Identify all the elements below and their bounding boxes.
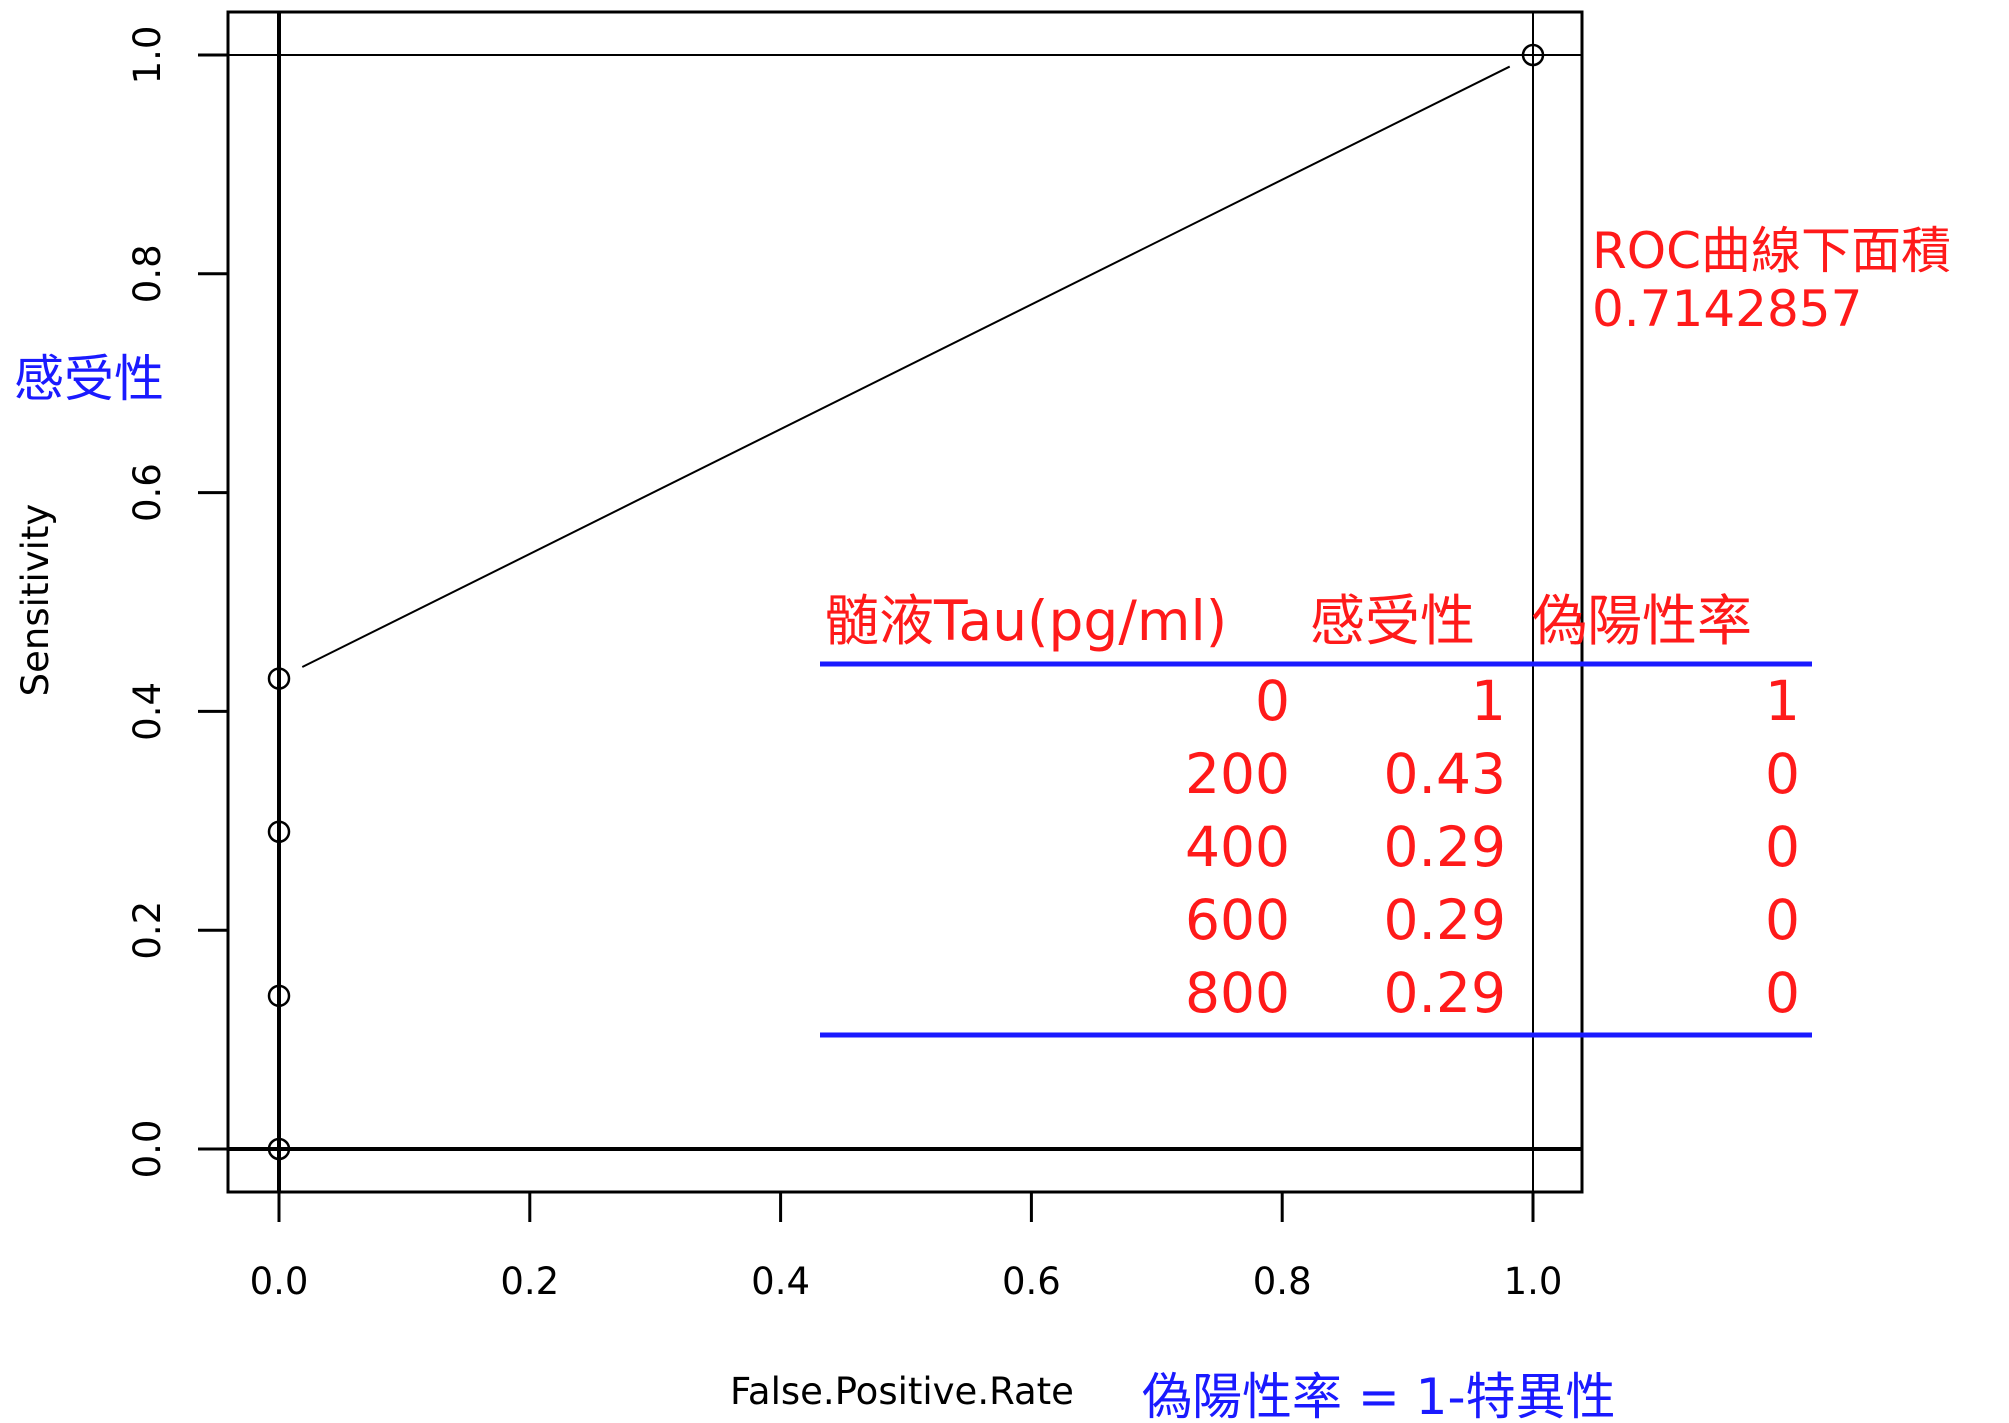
y-axis-label: Sensitivity	[14, 504, 57, 697]
roc-data-point	[267, 1137, 291, 1161]
x-axis: 0.0 0.2 0.4 0.6 0.8 1.0	[250, 1191, 1563, 1303]
table-cell: 0	[1765, 888, 1800, 952]
roc-data-point	[1521, 43, 1545, 67]
cutoff-table: 髄液Tau(pg/ml) 感受性 偽陽性率 0 1 1 200 0.43 0 400 0.29…	[820, 589, 1812, 1038]
x-tick-label: 0.8	[1253, 1260, 1312, 1303]
table-cell: 1	[1471, 669, 1506, 733]
table-header-tau: 髄液Tau(pg/ml)	[824, 589, 1227, 653]
table-cell: 0.43	[1384, 742, 1506, 806]
x-tick-label: 0.4	[751, 1260, 810, 1303]
x-axis-annotation: 偽陽性率 = 1-特異性	[1142, 1368, 1616, 1423]
table-cell: 0	[1765, 815, 1800, 879]
table-cell: 200	[1185, 742, 1290, 806]
table-cell: 0.29	[1384, 961, 1506, 1025]
table-cell: 800	[1185, 961, 1290, 1025]
table-header-sensitivity: 感受性	[1310, 589, 1475, 653]
auc-label: ROC曲線下面積	[1592, 222, 1951, 280]
table-cell: 0.29	[1384, 815, 1506, 879]
y-tick-label: 0.6	[126, 463, 169, 522]
x-tick-label: 0.2	[500, 1260, 559, 1303]
table-cell: 0	[1765, 961, 1800, 1025]
roc-series	[267, 43, 1545, 1161]
reference-lines	[228, 12, 1582, 1192]
table-rows: 0 1 1 200 0.43 0 400 0.29 0 600 0.29 0 800 0.29 0	[1185, 669, 1800, 1025]
roc-data-point	[267, 667, 291, 690]
x-tick-label: 1.0	[1504, 1260, 1563, 1303]
table-cell: 400	[1185, 815, 1290, 879]
table-cell: 0	[1255, 669, 1290, 733]
x-axis-label: False.Positive.Rate	[730, 1370, 1074, 1413]
y-tick-label: 0.4	[126, 682, 169, 741]
table-cell: 600	[1185, 888, 1290, 952]
table-cell: 0.29	[1384, 888, 1506, 952]
y-tick-label: 0.0	[126, 1120, 169, 1179]
table-cell: 0	[1765, 742, 1800, 806]
roc-line-segment	[301, 65, 1511, 668]
table-cell: 1	[1765, 669, 1800, 733]
roc-data-point	[267, 820, 291, 843]
y-tick-label: 0.2	[126, 901, 169, 960]
y-tick-label: 0.8	[126, 244, 169, 303]
y-tick-label: 1.0	[126, 26, 169, 85]
x-tick-label: 0.6	[1002, 1260, 1061, 1303]
auc-value: 0.7142857	[1592, 280, 1862, 338]
roc-data-point	[267, 984, 291, 1008]
x-tick-label: 0.0	[250, 1260, 309, 1303]
y-axis: 0.0 0.2 0.4 0.6 0.8 1.0	[126, 26, 229, 1179]
table-header-fpr: 偽陽性率	[1532, 589, 1752, 653]
y-axis-annotation: 感受性	[14, 350, 164, 408]
